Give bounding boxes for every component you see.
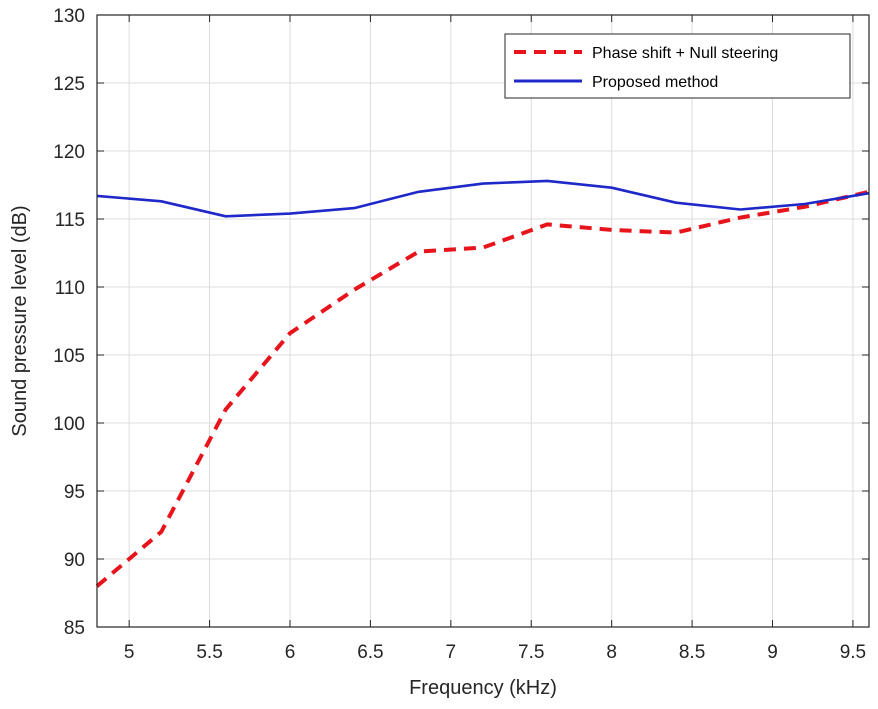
- y-tick-label: 125: [53, 74, 85, 95]
- y-tick-label: 100: [53, 414, 85, 435]
- axes: [96, 14, 870, 628]
- y-tick-label: 90: [64, 550, 85, 571]
- series-layer: [95, 179, 870, 588]
- x-tick-label: 5: [124, 642, 135, 663]
- series-line-proposed-method: [96, 179, 870, 218]
- y-axis-title: Sound pressure level (dB): [9, 205, 31, 436]
- legend-box: [504, 33, 851, 99]
- series-line-phase-shift-null-steering: [95, 189, 870, 588]
- grid: [97, 14, 869, 628]
- y-tick-label: 120: [53, 142, 85, 163]
- plot-area-frame: [96, 14, 870, 628]
- y-tick-label: 95: [64, 482, 85, 503]
- x-tick-label: 8: [606, 642, 617, 663]
- y-tick-label: 85: [64, 618, 85, 639]
- x-axis-title: Frequency (kHz): [409, 677, 557, 699]
- x-tick-label: 6: [285, 642, 296, 663]
- y-tick-label: 105: [53, 346, 85, 367]
- x-tick-label: 9: [767, 642, 778, 663]
- legend-label-proposed: Proposed method: [592, 74, 718, 91]
- legend-label-phase-shift: Phase shift + Null steering: [592, 45, 778, 62]
- ticks: 5 5.5 6 6.5 7 7.5 8 8.5 9 9.5 85 90 95 100 105 110 115 12…: [53, 6, 869, 663]
- x-tick-label: 7: [446, 642, 457, 663]
- x-tick-label: 5.5: [196, 642, 222, 663]
- legend: Phase shift + Null steering Proposed met…: [504, 33, 851, 99]
- x-tick-label: 9.5: [840, 642, 866, 663]
- y-tick-label: 110: [55, 278, 85, 299]
- y-tick-label: 130: [53, 6, 85, 27]
- x-tick-label: 6.5: [357, 642, 383, 663]
- x-tick-label: 7.5: [518, 642, 544, 663]
- y-tick-label: 115: [55, 210, 85, 231]
- x-tick-label: 8.5: [679, 642, 705, 663]
